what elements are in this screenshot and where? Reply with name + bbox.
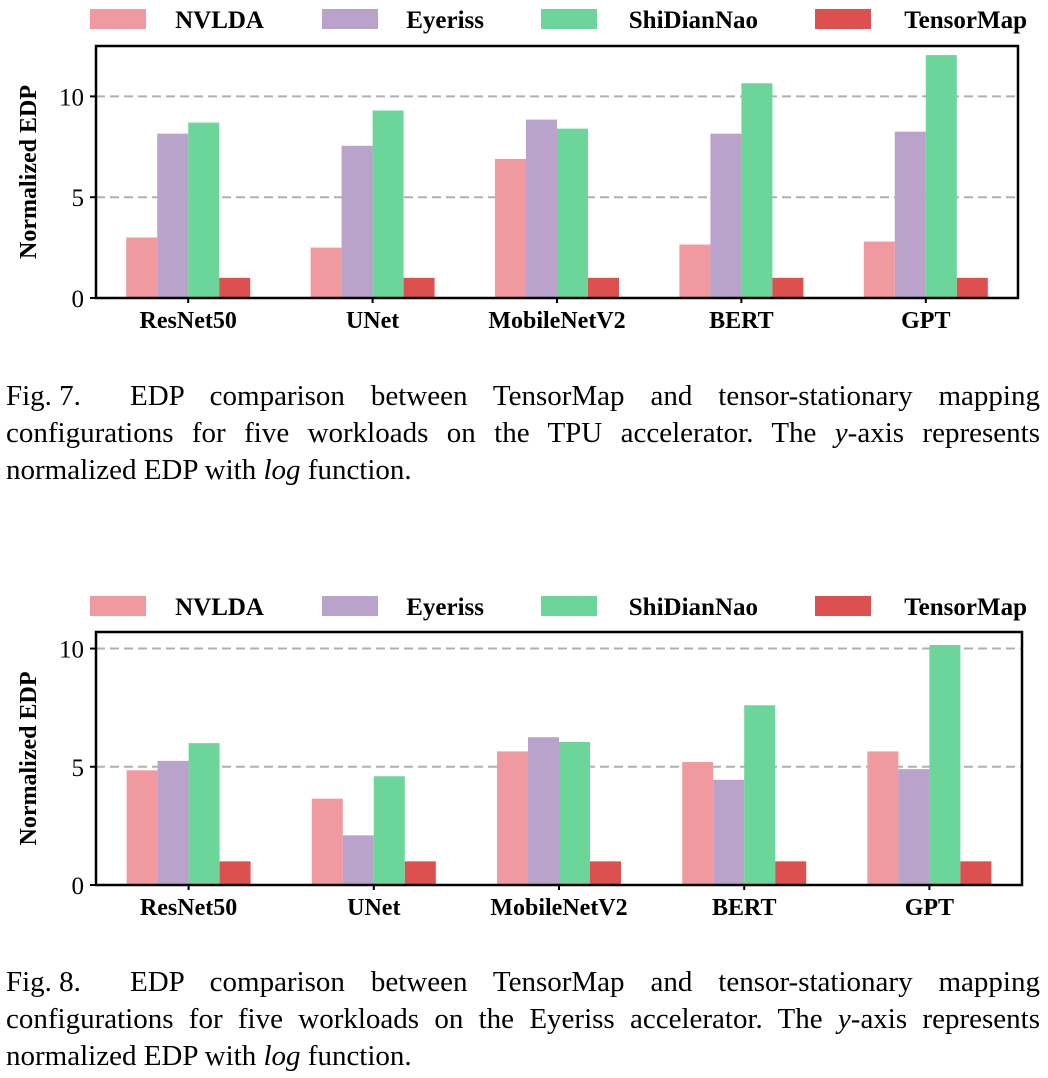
bar-nvlda-unet [312, 799, 343, 885]
bar-nvlda-bert [679, 245, 710, 298]
x-tick-label: BERT [712, 895, 777, 921]
bar-eyeriss-unet [342, 146, 373, 298]
legend-swatch-tensormap [815, 596, 871, 616]
bar-tensormap-unet [404, 278, 435, 298]
bar-nvlda-mobilenetv2 [497, 751, 528, 885]
x-tick-label: GPT [901, 308, 950, 334]
x-tick-label: UNet [347, 895, 400, 921]
caption-text-c: function. [301, 1040, 412, 1072]
y-tick-label: 0 [72, 286, 85, 313]
bar-eyeriss-mobilenetv2 [526, 120, 557, 298]
x-tick-label: ResNet50 [140, 308, 237, 334]
x-tick-label: BERT [709, 308, 774, 334]
bar-shidiannao-gpt [929, 645, 960, 885]
x-tick-label: GPT [905, 895, 954, 921]
bar-eyeriss-unet [343, 835, 374, 885]
y-tick-label: 5 [72, 185, 85, 212]
x-tick-label: UNet [346, 308, 399, 334]
y-axis-label: Normalized EDP [16, 85, 42, 259]
legend-label-shidiannao: ShiDianNao [629, 7, 758, 34]
legend-label-nvlda: NVLDA [175, 594, 264, 621]
caption-var: y [835, 417, 848, 449]
bar-shidiannao-unet [373, 111, 404, 298]
legend-label-tensormap: TensorMap [904, 594, 1027, 621]
legend-swatch-eyeriss [322, 9, 378, 29]
caption-label: Fig. 7. [6, 378, 130, 415]
bar-nvlda-unet [311, 248, 342, 298]
caption-func: log [263, 454, 300, 486]
bar-tensormap-bert [772, 278, 803, 298]
bar-tensormap-mobilenetv2 [590, 861, 621, 885]
bar-nvlda-gpt [867, 751, 898, 885]
x-tick-label: MobileNetV2 [488, 308, 625, 334]
chart-tpu-edp: 0 5 10 ResNet50 UNet MobileNetV2 BERT GPT Normal… [0, 0, 1048, 340]
legend-swatch-tensormap [815, 9, 871, 29]
bar-eyeriss-gpt [898, 769, 929, 885]
y-tick-label: 0 [72, 873, 85, 900]
legend-label-shidiannao: ShiDianNao [629, 594, 758, 621]
caption-label: Fig. 8. [6, 964, 130, 1001]
legend-label-nvlda: NVLDA [175, 7, 264, 34]
bar-shidiannao-unet [374, 776, 405, 885]
bar-nvlda-gpt [864, 242, 895, 298]
y-axis-label: Normalized EDP [16, 672, 42, 846]
legend-label-eyeriss: Eyeriss [406, 594, 484, 621]
bar-eyeriss-gpt [895, 132, 926, 298]
y-tick-label: 10 [59, 84, 84, 111]
legend-swatch-nvlda [90, 596, 146, 616]
x-tick-label: ResNet50 [140, 895, 237, 921]
bar-shidiannao-gpt [926, 55, 957, 298]
figure-7-caption: Fig. 7. EDP comparison between TensorMap … [6, 378, 1040, 489]
bar-tensormap-mobilenetv2 [588, 278, 619, 298]
bar-nvlda-resnet50 [126, 238, 157, 298]
legend-swatch-nvlda [90, 9, 146, 29]
bar-tensormap-resnet50 [219, 278, 250, 298]
legend-swatch-shidiannao [541, 596, 597, 616]
bar-tensormap-gpt [957, 278, 988, 298]
figure-8-chart: 0 5 10 ResNet50 UNet MobileNetV2 BERT GPT Normal… [0, 585, 1048, 925]
figure-7-chart: 0 5 10 ResNet50 UNet MobileNetV2 BERT GPT Normal… [0, 0, 1048, 340]
bar-nvlda-bert [682, 762, 713, 885]
bar-tensormap-unet [405, 861, 436, 885]
caption-func: log [263, 1040, 300, 1072]
bar-tensormap-bert [775, 861, 806, 885]
y-tick-label: 5 [72, 755, 85, 782]
bar-tensormap-gpt [960, 861, 991, 885]
caption-var: y [838, 1003, 851, 1035]
bar-shidiannao-mobilenetv2 [559, 742, 590, 885]
bar-eyeriss-resnet50 [157, 134, 188, 298]
legend-label-tensormap: TensorMap [904, 7, 1027, 34]
bar-nvlda-mobilenetv2 [495, 159, 526, 298]
bar-nvlda-resnet50 [127, 770, 158, 885]
bar-shidiannao-resnet50 [189, 743, 220, 885]
y-tick-label: 10 [59, 637, 84, 664]
bar-shidiannao-bert [744, 705, 775, 885]
x-tick-label: MobileNetV2 [490, 895, 627, 921]
bar-shidiannao-bert [741, 83, 772, 298]
bar-eyeriss-bert [710, 134, 741, 298]
bar-eyeriss-resnet50 [158, 761, 189, 885]
bar-eyeriss-bert [713, 780, 744, 885]
caption-text-c: function. [301, 454, 412, 486]
bar-tensormap-resnet50 [220, 861, 251, 885]
legend-swatch-shidiannao [541, 9, 597, 29]
legend-label-eyeriss: Eyeriss [406, 7, 484, 34]
bar-eyeriss-mobilenetv2 [528, 737, 559, 885]
bar-shidiannao-resnet50 [188, 123, 219, 298]
legend-swatch-eyeriss [322, 596, 378, 616]
figure-8-caption: Fig. 8. EDP comparison between TensorMap … [6, 964, 1040, 1075]
chart-eyeriss-edp: 0 5 10 ResNet50 UNet MobileNetV2 BERT GPT Normal… [0, 585, 1048, 925]
bar-shidiannao-mobilenetv2 [557, 129, 588, 298]
